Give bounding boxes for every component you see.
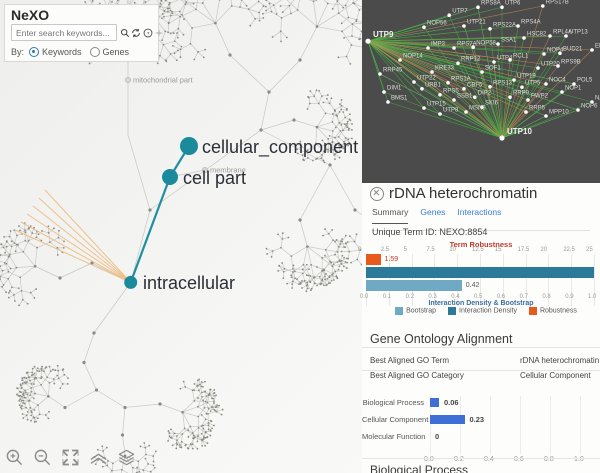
svg-text:RPS4A: RPS4A bbox=[521, 20, 541, 26]
svg-text:NOP56: NOP56 bbox=[427, 21, 447, 27]
svg-text:CBF5: CBF5 bbox=[467, 82, 483, 88]
svg-text:SSA1: SSA1 bbox=[501, 38, 517, 44]
svg-text:NOP1: NOP1 bbox=[565, 86, 582, 92]
svg-text:BMS1: BMS1 bbox=[391, 96, 408, 102]
svg-text:NOP6: NOP6 bbox=[581, 104, 598, 110]
svg-text:DIM1: DIM1 bbox=[387, 86, 402, 92]
svg-text:UTP21: UTP21 bbox=[467, 20, 486, 26]
svg-text:PWP2: PWP2 bbox=[531, 94, 549, 100]
svg-text:RPS22A: RPS22A bbox=[493, 22, 516, 28]
svg-text:MSN5: MSN5 bbox=[469, 106, 486, 112]
svg-text:UTP5: UTP5 bbox=[525, 81, 541, 87]
svg-text:NOP14: NOP14 bbox=[403, 54, 423, 60]
svg-text:RRP12: RRP12 bbox=[461, 57, 481, 63]
svg-text:UTP13: UTP13 bbox=[569, 30, 588, 36]
svg-text:mitochondrial part: mitochondrial part bbox=[133, 76, 194, 85]
svg-text:RPS8A: RPS8A bbox=[481, 1, 501, 7]
svg-text:SSB1: SSB1 bbox=[457, 94, 473, 100]
svg-text:URB1: URB1 bbox=[425, 82, 442, 88]
svg-text:HSC82: HSC82 bbox=[527, 32, 547, 38]
svg-text:RCL1: RCL1 bbox=[513, 54, 529, 60]
svg-text:UTP7: UTP7 bbox=[452, 9, 468, 15]
svg-text:RRP5: RRP5 bbox=[529, 106, 546, 112]
svg-text:KRE33: KRE33 bbox=[435, 66, 455, 72]
svg-text:UTP19: UTP19 bbox=[517, 74, 536, 80]
svg-text:NOC4: NOC4 bbox=[549, 78, 566, 84]
svg-text:BUD21: BUD21 bbox=[563, 47, 583, 53]
svg-text:IMP3: IMP3 bbox=[431, 42, 446, 48]
svg-text:RPS9B: RPS9B bbox=[561, 60, 581, 66]
svg-text:MPP10: MPP10 bbox=[549, 110, 569, 116]
svg-text:SKI6: SKI6 bbox=[485, 101, 499, 107]
svg-text:UTP10: UTP10 bbox=[507, 127, 532, 136]
svg-text:UTP8: UTP8 bbox=[443, 108, 459, 114]
svg-text:RRP9: RRP9 bbox=[513, 91, 530, 97]
svg-text:POL5: POL5 bbox=[577, 78, 593, 84]
svg-text:UTP9: UTP9 bbox=[373, 30, 394, 39]
svg-text:?: ? bbox=[146, 30, 149, 35]
svg-text:RRP45: RRP45 bbox=[383, 68, 403, 74]
svg-text:DIP2: DIP2 bbox=[478, 91, 492, 97]
svg-text:UTP6: UTP6 bbox=[505, 1, 521, 7]
svg-text:NOP58: NOP58 bbox=[476, 41, 496, 47]
svg-text:UTP22: UTP22 bbox=[417, 76, 436, 82]
svg-text:SOF1: SOF1 bbox=[485, 66, 501, 72]
svg-text:RPS13: RPS13 bbox=[493, 80, 513, 86]
svg-text:RPS17B: RPS17B bbox=[546, 0, 569, 6]
svg-text:ENP1: ENP1 bbox=[595, 44, 600, 50]
svg-text:NAN1: NAN1 bbox=[595, 96, 600, 102]
